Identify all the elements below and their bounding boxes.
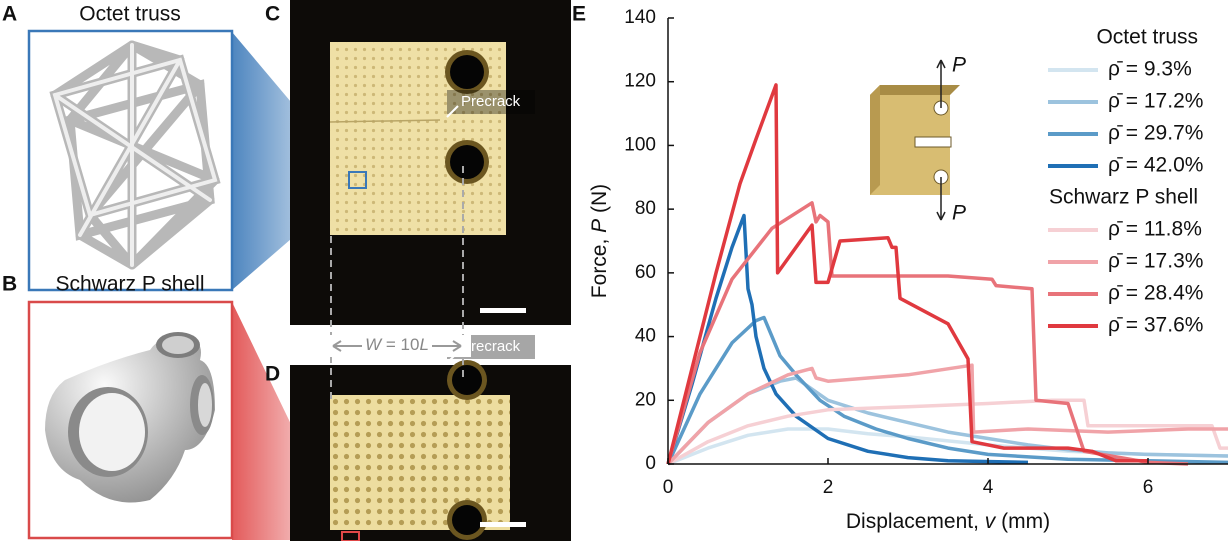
legend-label: ρ̄ = 11.8%: [1108, 218, 1202, 241]
y-tick-label: 60: [635, 262, 656, 283]
inset-diagram: [870, 59, 960, 221]
scale-bar: [480, 522, 526, 527]
annotation: Precrack: [461, 93, 521, 110]
y-tick-label: 100: [624, 134, 656, 155]
legend-label: ρ̄ = 37.6%: [1108, 314, 1203, 337]
y-tick-label: 0: [645, 453, 656, 474]
data-line: [666, 83, 1148, 465]
dimension-part: W: [365, 335, 383, 354]
label-part: P: [588, 219, 611, 233]
legend-label: ρ̄ = 42.0%: [1108, 154, 1203, 177]
panel-title: Octet truss: [79, 3, 181, 26]
inset-label: P: [952, 202, 966, 225]
schwarz-render: [45, 332, 215, 503]
dimension-part: = 10: [381, 335, 419, 354]
y-tick-label: 80: [635, 198, 656, 219]
legend-label: ρ̄ = 28.4%: [1108, 282, 1203, 305]
dimension-part: L: [419, 335, 428, 354]
x-tick-label: 0: [663, 477, 674, 498]
label-bg: [326, 335, 471, 357]
label-part: Force,: [588, 233, 611, 298]
data-line: [666, 363, 1228, 466]
label-part: Displacement,: [846, 510, 985, 533]
scale-bar: [480, 308, 526, 313]
panel-letter: B: [2, 273, 17, 296]
precrack: [329, 119, 441, 123]
legend: Octet truss ρ̄ = 9.3% ρ̄ = 17.2% ρ̄ = 29.7%…: [1048, 26, 1203, 337]
legend-label: ρ̄ = 17.2%: [1108, 90, 1203, 113]
y-tick-label: 120: [624, 71, 656, 92]
zoom-box: [348, 171, 367, 189]
label-part: (mm): [995, 510, 1050, 533]
legend-heading: Octet truss: [1096, 26, 1198, 49]
data-line: [666, 201, 1189, 466]
data-line: [666, 213, 1029, 465]
plot: [666, 83, 1229, 466]
annotation: Precrack: [461, 338, 521, 355]
x-axis-label: Displacement, v (mm): [846, 510, 1050, 533]
data-line: [667, 398, 1228, 466]
zoom-box: [341, 531, 360, 541]
panel-letter: A: [2, 3, 17, 26]
label-bg: [447, 90, 535, 114]
x-tick-label: 6: [1143, 477, 1154, 498]
legend-label: ρ̄ = 9.3%: [1108, 58, 1192, 81]
legend-label: ρ̄ = 29.7%: [1108, 122, 1203, 145]
y-tick-label: 40: [635, 326, 656, 347]
data-line: [666, 315, 1229, 465]
y-tick-label: 140: [624, 7, 656, 28]
arrow: [446, 105, 459, 118]
label-part: (N): [588, 184, 611, 219]
y-tick-label: 20: [635, 389, 656, 410]
dimension-arrow: [332, 340, 462, 352]
y-axis-label: Force, P (N): [588, 184, 611, 298]
x-tick-label: 2: [823, 477, 834, 498]
dimension-label: W = 10L: [365, 335, 429, 354]
legend-label: ρ̄ = 17.3%: [1108, 250, 1203, 273]
panel-letter: D: [265, 363, 280, 386]
legend-heading: Schwarz P shell: [1049, 186, 1198, 209]
panel-letter: C: [265, 3, 280, 26]
panel-letter: E: [572, 3, 586, 26]
x-tick-label: 4: [983, 477, 994, 498]
panel-title: Schwarz P shell: [55, 273, 204, 296]
inset-label: P: [952, 54, 966, 77]
label-part: v: [985, 510, 997, 533]
octet-render: [49, 40, 221, 270]
